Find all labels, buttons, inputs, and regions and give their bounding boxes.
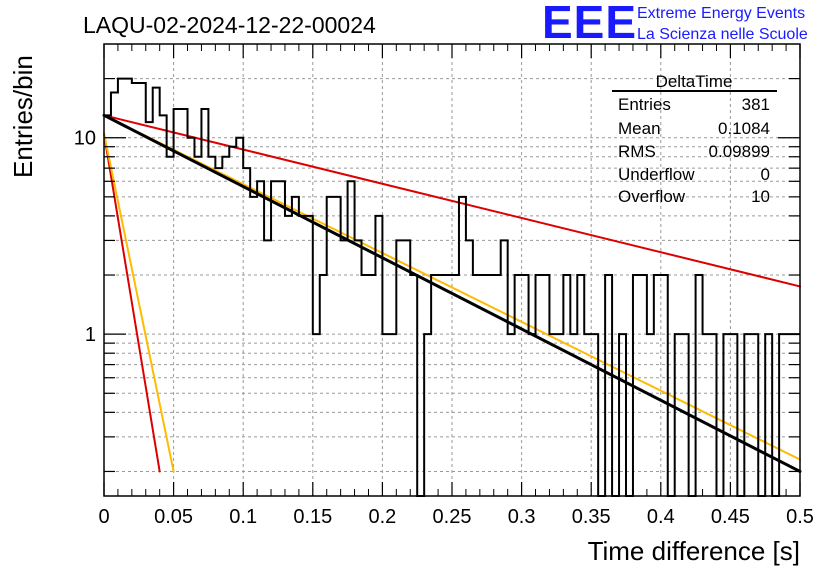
fit-line (103, 114, 801, 288)
stats-label: RMS (618, 142, 656, 161)
stats-label: Mean (618, 119, 661, 138)
x-tick-label: 0.35 (572, 506, 611, 528)
stats-value: 0 (761, 165, 770, 184)
fit-line (103, 132, 175, 473)
x-tick-label: 0.25 (433, 506, 472, 528)
axis-ticks (103, 44, 801, 496)
y-axis-label: Entries/bin (8, 55, 38, 178)
y-tick-label: 1 (85, 324, 96, 346)
stats-value: 0.09899 (709, 142, 770, 161)
stats-value: 381 (742, 95, 770, 114)
y-tick-labels: 1 10 (74, 128, 96, 346)
fit-line (102, 113, 802, 473)
x-tick-label: 0.15 (293, 506, 332, 528)
stats-label: Underflow (618, 165, 695, 184)
x-tick-labels: 0 0.05 0.1 0.15 0.2 0.25 0.3 0.35 0.4 0.45 0.5 (98, 506, 813, 528)
x-tick-label: 0.05 (154, 506, 193, 528)
logo-mark: EEE (542, 0, 637, 48)
x-tick-label: 0.3 (508, 506, 536, 528)
fit-curves (102, 113, 802, 473)
logo-line-1: Extreme Energy Events (637, 5, 805, 22)
x-tick-label: 0.2 (368, 506, 396, 528)
x-tick-label: 0.4 (647, 506, 675, 528)
x-axis-label: Time difference [s] (588, 536, 800, 566)
stats-title: DeltaTime (656, 72, 733, 91)
histogram-steps (104, 77, 800, 497)
logo-line-2: La Scienza nelle Scuole (637, 26, 808, 43)
x-tick-label: 0.5 (786, 506, 814, 528)
fit-line (103, 132, 161, 473)
chart-title: LAQU-02-2024-12-22-00024 (83, 12, 376, 38)
x-tick-label: 0.1 (229, 506, 257, 528)
stats-box: DeltaTime Entries 381 Mean 0.1084 RMS 0.… (612, 72, 777, 206)
fit-line (103, 114, 801, 461)
y-tick-label: 10 (74, 128, 96, 150)
stats-value: 0.1084 (718, 119, 770, 138)
stats-value: 10 (751, 187, 770, 206)
stats-label: Entries (618, 95, 671, 114)
stats-label: Overflow (618, 187, 686, 206)
x-tick-label: 0.45 (711, 506, 750, 528)
grid-lines (104, 44, 800, 496)
eee-logo: EEE Extreme Energy Events La Scienza nel… (542, 0, 808, 48)
x-tick-label: 0 (98, 506, 109, 528)
